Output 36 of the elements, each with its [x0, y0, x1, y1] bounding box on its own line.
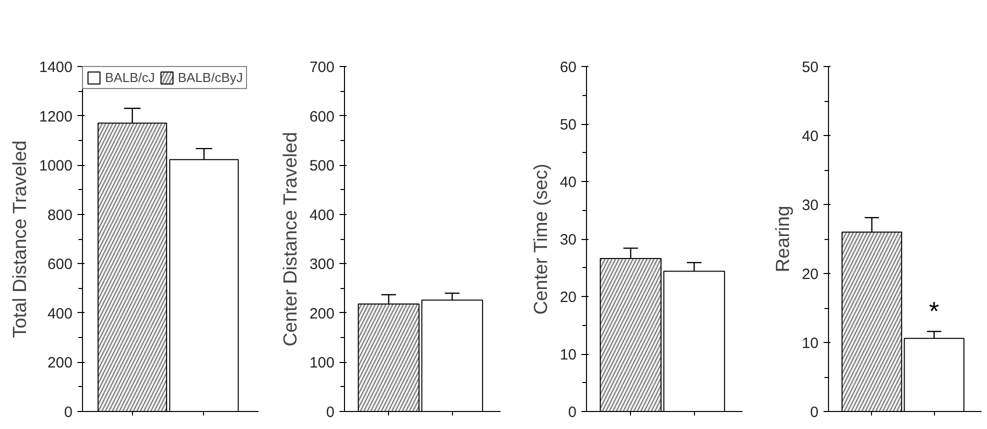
y-tick-label: 0: [64, 404, 72, 421]
y-axis-title: Center Time (sec): [530, 164, 552, 315]
y-tick-label: 0: [568, 404, 576, 421]
y-tick-label: 300: [309, 256, 335, 274]
y-tick-label: 30: [802, 197, 819, 214]
y-tick-label: 700: [309, 59, 335, 76]
y-tick-label: 30: [560, 232, 577, 248]
y-tick-label: 400: [309, 206, 335, 224]
y-tick-label: 100: [309, 354, 335, 372]
y-tick-label: 400: [47, 305, 73, 322]
y-tick-label: 40: [560, 174, 577, 191]
y-tick-label: 800: [47, 206, 73, 224]
y-axis-title: Center Distance Traveled: [280, 132, 302, 346]
y-axis-title: Rearing: [772, 206, 794, 272]
y-tick-label: 50: [560, 116, 577, 134]
y-axis-title: Total Distance Traveled: [10, 140, 32, 338]
annotation: *: [929, 296, 940, 326]
y-tick-label: 50: [802, 59, 819, 76]
y-tick-label: 1000: [39, 158, 73, 175]
y-tick-label: 500: [309, 158, 335, 175]
y-tick-label: 0: [326, 404, 334, 421]
y-tick-label: 60: [560, 59, 577, 76]
y-tick-label: 20: [560, 289, 577, 306]
y-tick-label: 10: [560, 346, 577, 364]
y-tick-label: 40: [802, 128, 819, 145]
y-tick-label: 200: [309, 305, 335, 322]
y-tick-label: 0: [810, 404, 818, 421]
y-tick-label: 1200: [39, 108, 73, 126]
y-tick-label: 20: [802, 266, 819, 283]
y-tick-label: 10: [802, 335, 819, 352]
y-tick-label: 200: [47, 354, 73, 372]
legend-label: BALB/cByJ: [178, 70, 243, 85]
y-tick-label: 1400: [39, 59, 73, 76]
y-tick-label: 600: [309, 108, 335, 126]
legend-label: BALB/cJ: [105, 70, 155, 85]
y-tick-label: 600: [47, 256, 73, 274]
